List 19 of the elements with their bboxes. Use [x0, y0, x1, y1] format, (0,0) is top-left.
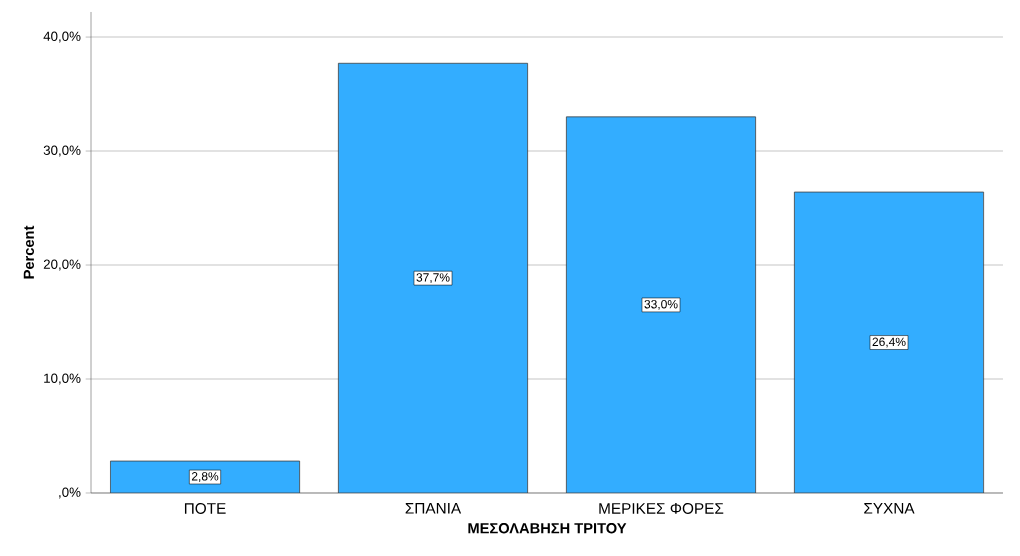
x-tick-label: ΣΠΑΝΙΑ	[405, 503, 462, 514]
y-tick-label: ,0%	[59, 487, 81, 499]
data-label: 2,8%	[191, 472, 219, 482]
bar	[793, 191, 985, 493]
data-label: 26,4%	[872, 337, 906, 348]
x-tick-label: ΠΟΤΕ	[184, 503, 226, 514]
x-axis-title: ΜΕΣΟΛΑΒΗΣΗ ΤΡΙΤΟΥ	[468, 523, 627, 534]
x-tick-label: ΣΥΧΝΑ	[864, 503, 915, 514]
data-label: 33,0%	[644, 299, 678, 310]
data-label: 37,7%	[416, 273, 450, 284]
y-tick-label: 30,0%	[43, 145, 81, 157]
y-tick-label: 20,0%	[43, 259, 81, 271]
bar	[565, 116, 757, 493]
bar	[109, 460, 301, 493]
y-tick-label: 10,0%	[44, 373, 81, 385]
y-tick-label: 40,0%	[43, 31, 81, 43]
bar	[337, 62, 529, 493]
y-axis-title: Percent	[23, 225, 35, 279]
x-tick-label: ΜΕΡΙΚΕΣ ΦΟΡΕΣ	[599, 503, 724, 514]
